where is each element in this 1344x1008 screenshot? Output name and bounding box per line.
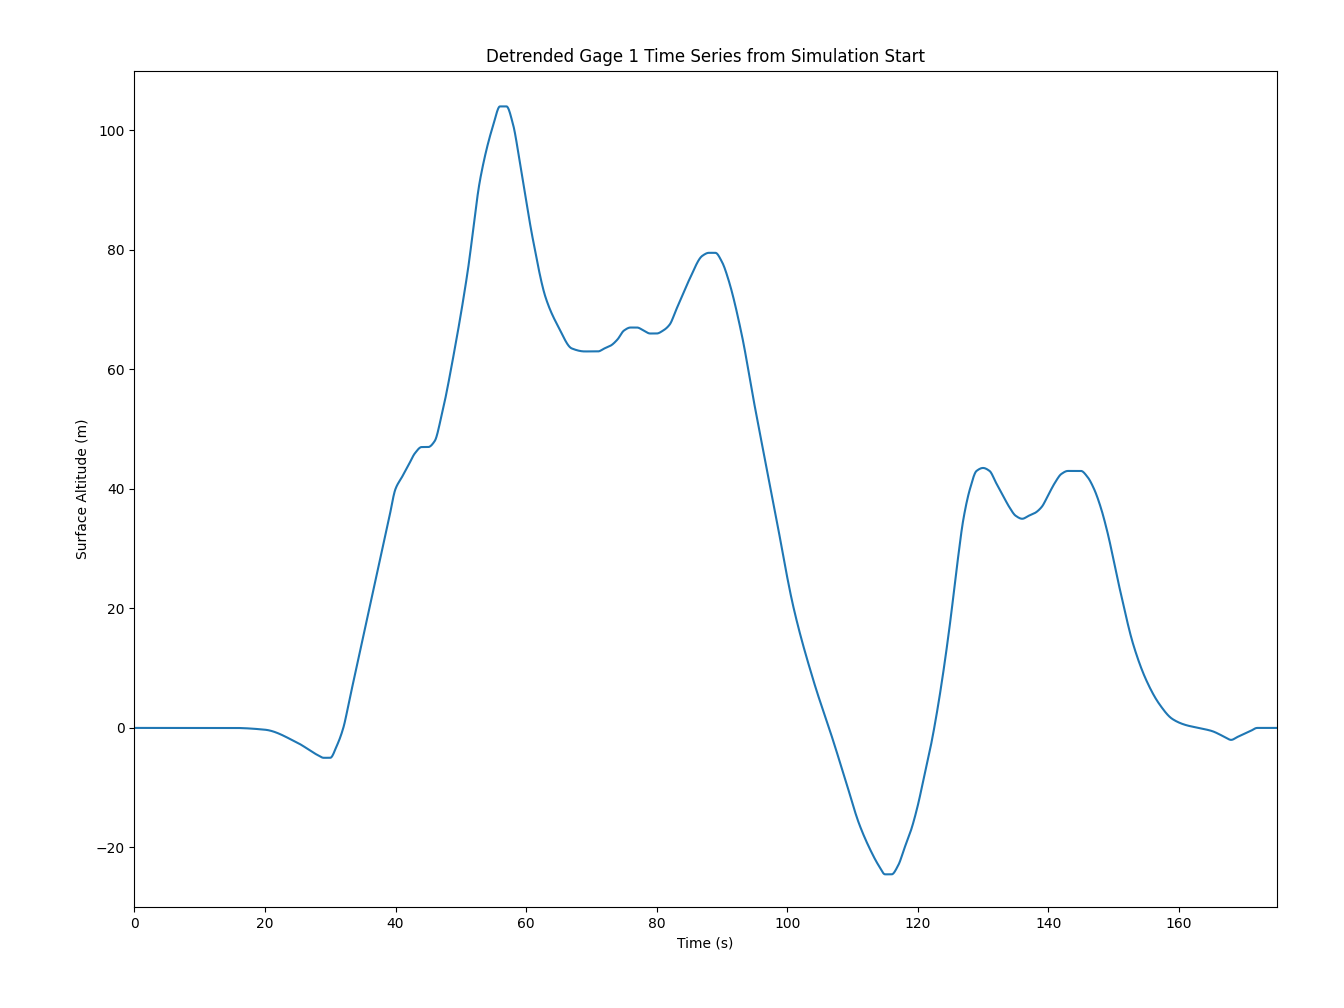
Y-axis label: Surface Altitude (m): Surface Altitude (m) <box>77 418 90 559</box>
Title: Detrended Gage 1 Time Series from Simulation Start: Detrended Gage 1 Time Series from Simula… <box>487 48 925 67</box>
X-axis label: Time (s): Time (s) <box>677 936 734 951</box>
